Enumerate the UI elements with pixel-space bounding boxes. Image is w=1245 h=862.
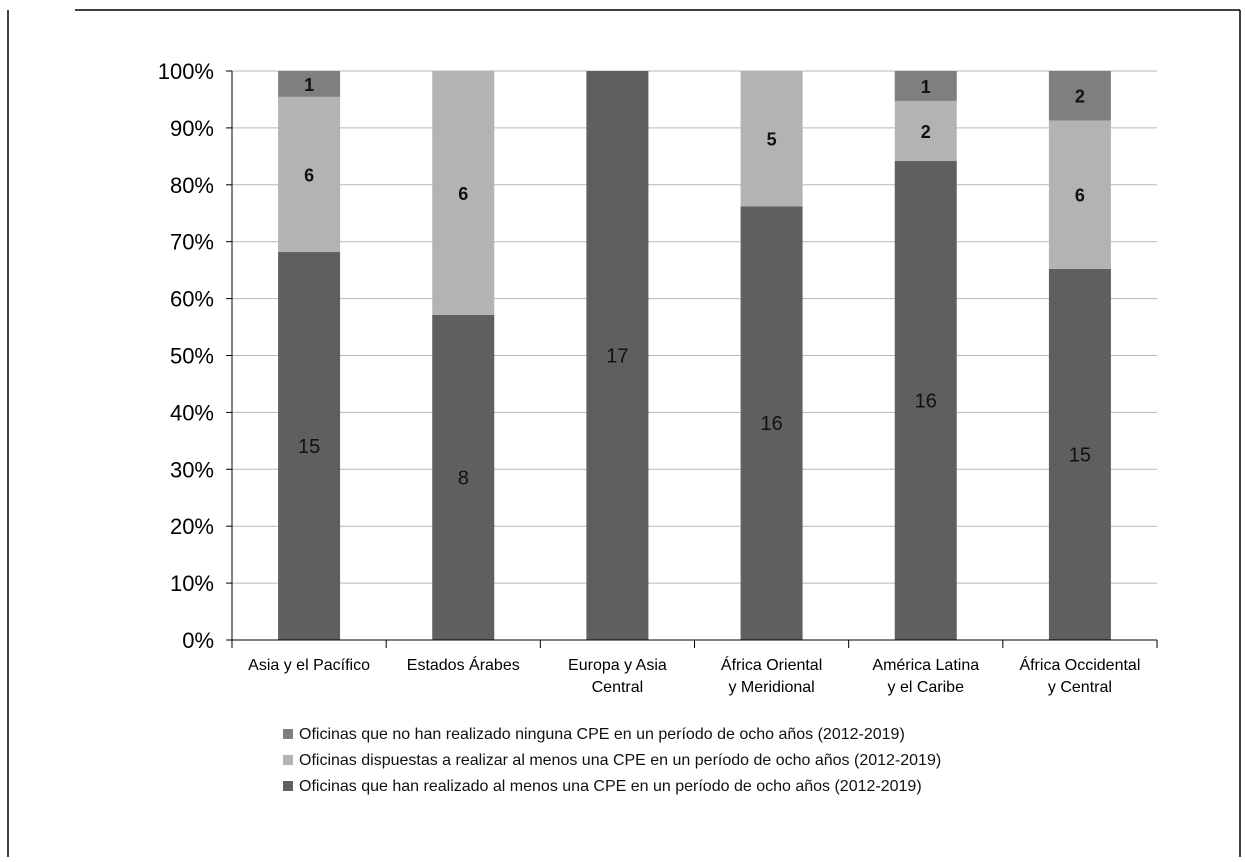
bar-segment	[894, 160, 957, 640]
y-tick-label: 40%	[170, 400, 214, 425]
legend: Oficinas que no han realizado ninguna CP…	[283, 726, 941, 795]
x-tick-label: África Oriental	[721, 655, 822, 674]
bar-segment	[894, 100, 957, 161]
y-tick-label: 30%	[170, 457, 214, 482]
bar-segment	[894, 71, 957, 101]
bar-segment	[432, 71, 495, 315]
y-tick-label: 10%	[170, 571, 214, 596]
bar-segment	[1048, 268, 1111, 640]
bar-segment	[740, 206, 803, 640]
bar-segment	[278, 96, 341, 253]
legend-label: Oficinas que no han realizado ninguna CP…	[299, 726, 905, 743]
axes: 0% 10% 20% 30% 40% 50% 60% 70% 80% 90% 100% Asia y …	[158, 59, 1158, 696]
data-label: 1	[921, 77, 931, 97]
bars	[278, 71, 1111, 640]
data-label: 2	[921, 122, 931, 142]
data-label: 6	[458, 184, 468, 204]
y-tick-label: 70%	[170, 230, 214, 255]
data-label: 16	[915, 390, 937, 412]
y-tick-label: 90%	[170, 116, 214, 141]
data-label: 8	[458, 467, 469, 489]
x-tick-label: Europa y Asia	[568, 657, 667, 674]
bar-segment	[1048, 71, 1111, 121]
x-tick-label: Central	[592, 679, 644, 696]
y-tick-label: 0%	[182, 628, 214, 653]
y-tick-label: 60%	[170, 287, 214, 312]
data-label: 17	[606, 346, 628, 368]
data-label: 2	[1075, 87, 1085, 107]
data-label: 6	[304, 165, 314, 185]
x-tick-label: y el Caribe	[888, 679, 965, 696]
y-tick-label: 100%	[158, 59, 214, 84]
data-label: 15	[1069, 444, 1091, 466]
legend-label: Oficinas dispuestas a realizar al menos …	[299, 752, 941, 769]
x-tick-label: Estados Árabes	[407, 655, 520, 674]
legend-swatch	[283, 781, 293, 791]
y-tick-label: 80%	[170, 173, 214, 198]
data-labels: 15 6 1 8 6 17 16 5 16 2 1 15 6 2	[298, 75, 1091, 489]
x-tick-label: América Latina	[872, 657, 979, 674]
bar-segment	[1048, 120, 1111, 269]
data-label: 16	[760, 413, 782, 435]
legend-label: Oficinas que han realizado al menos una …	[299, 778, 922, 795]
y-tick-label: 20%	[170, 514, 214, 539]
y-tick-label: 50%	[170, 344, 214, 369]
bar-segment	[740, 71, 803, 207]
bar-segment	[586, 71, 649, 640]
bar-segment	[278, 71, 341, 97]
x-tick-label: África Occidental	[1019, 655, 1140, 674]
legend-swatch	[283, 755, 293, 765]
x-tick-label: Asia y el Pacífico	[248, 657, 370, 674]
legend-swatch	[283, 729, 293, 739]
data-label: 6	[1075, 186, 1085, 206]
bar-segment	[278, 252, 341, 640]
gridlines	[232, 70, 1157, 584]
x-tick-label: y Central	[1048, 679, 1112, 696]
x-tick-label: y Meridional	[728, 679, 814, 696]
data-label: 1	[304, 75, 314, 95]
data-label: 5	[767, 130, 777, 150]
data-label: 15	[298, 436, 320, 458]
bar-segment	[432, 314, 495, 640]
